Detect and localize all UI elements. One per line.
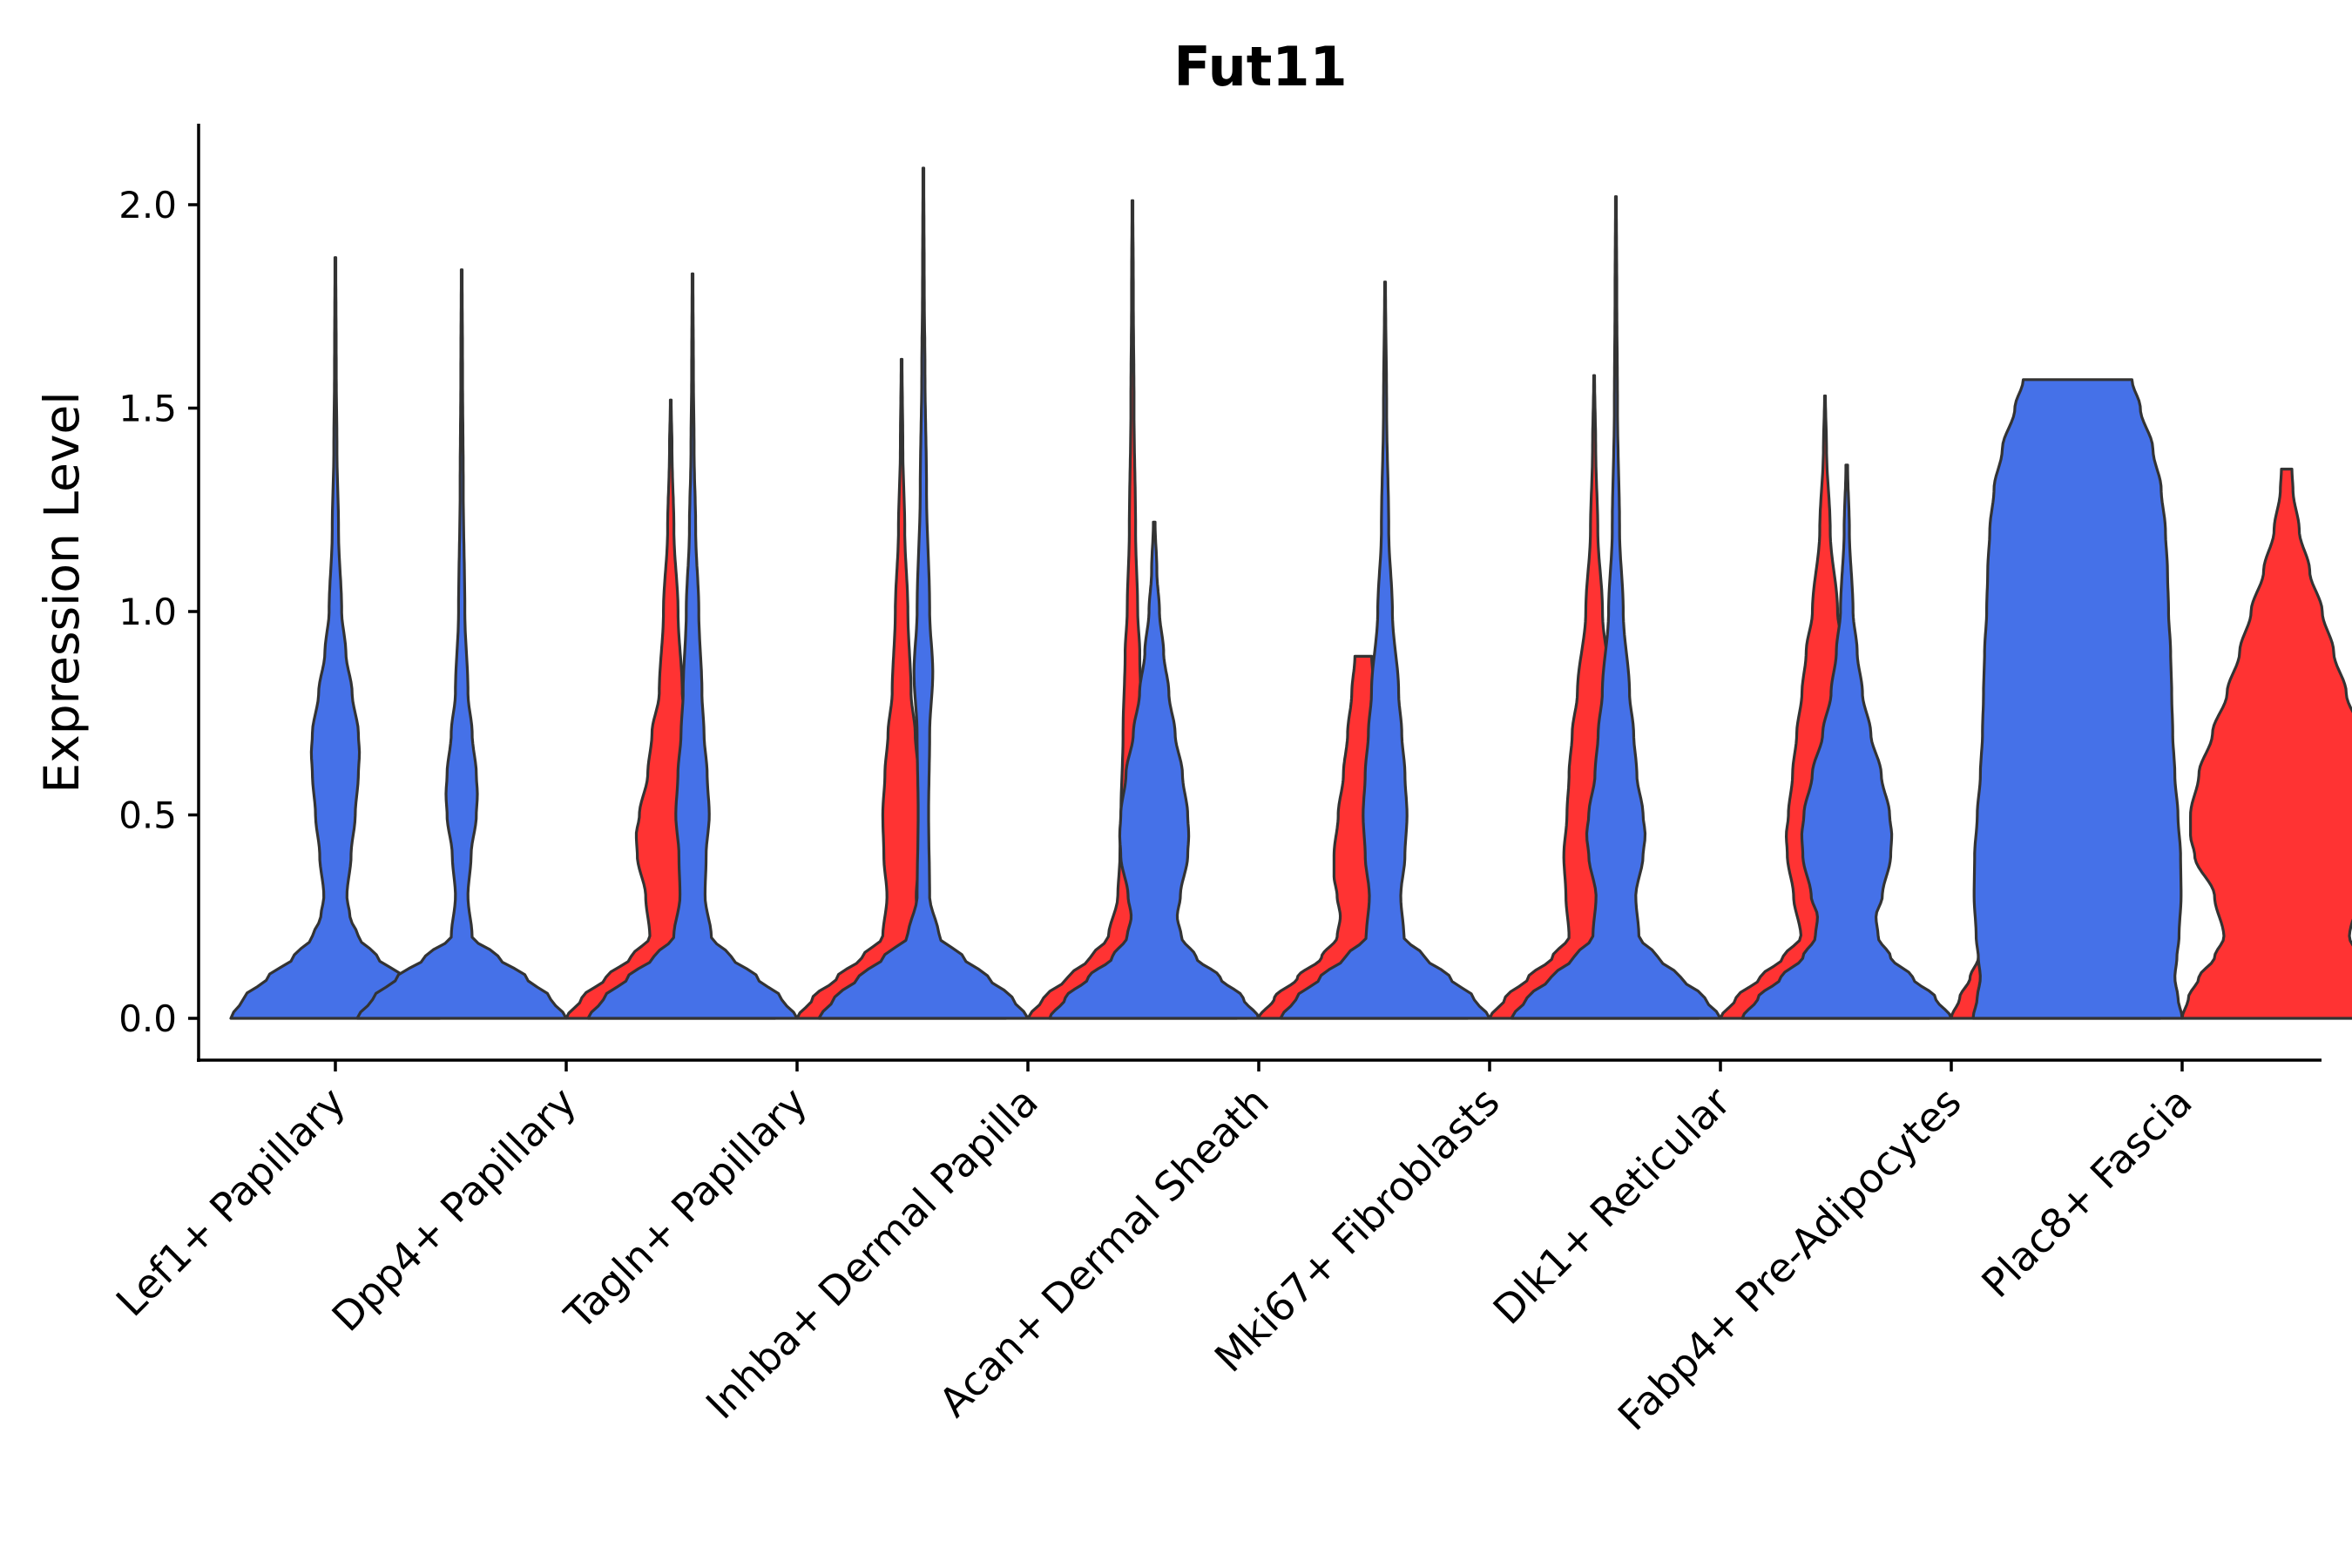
y-tick-label: 0.5 bbox=[118, 794, 177, 837]
x-tick-label: Tagln+ Papillary bbox=[555, 1078, 816, 1340]
y-axis-label: Expression Level bbox=[34, 391, 90, 793]
violin-blue-4 bbox=[1048, 520, 1260, 1020]
violin-blue-6 bbox=[1510, 195, 1722, 1020]
violin-blue-3 bbox=[817, 166, 1030, 1020]
violin-blue-8 bbox=[1971, 378, 2184, 1020]
violin-red-8 bbox=[2180, 467, 2352, 1020]
chart-title: Fut11 bbox=[1173, 35, 1347, 98]
y-tick-label: 1.5 bbox=[118, 388, 177, 430]
violin-blue-0 bbox=[229, 256, 442, 1020]
violin-blue-5 bbox=[1279, 280, 1491, 1020]
violin-red-2 bbox=[795, 357, 1008, 1020]
y-tick-label: 2.0 bbox=[118, 184, 177, 226]
x-tick-label: Plac8+ Fascia bbox=[1972, 1078, 2200, 1307]
x-tick-label: Lef1+ Papillary bbox=[107, 1078, 355, 1326]
x-tick-label: Dpp4+ Papillary bbox=[323, 1078, 585, 1341]
violin-blue-1 bbox=[355, 268, 568, 1020]
violin-red-1 bbox=[564, 398, 777, 1020]
y-ticks: 0.0 0.5 1.0 1.5 2.0 bbox=[118, 184, 199, 1040]
violin-blue-7 bbox=[1740, 463, 1953, 1020]
violin-blue-2 bbox=[586, 272, 799, 1020]
violins-layer bbox=[229, 166, 2352, 1020]
y-tick-label: 0.0 bbox=[118, 997, 177, 1040]
y-tick-label: 1.0 bbox=[118, 591, 177, 633]
x-tick-label: Dlk1+ Reticular bbox=[1484, 1078, 1740, 1334]
